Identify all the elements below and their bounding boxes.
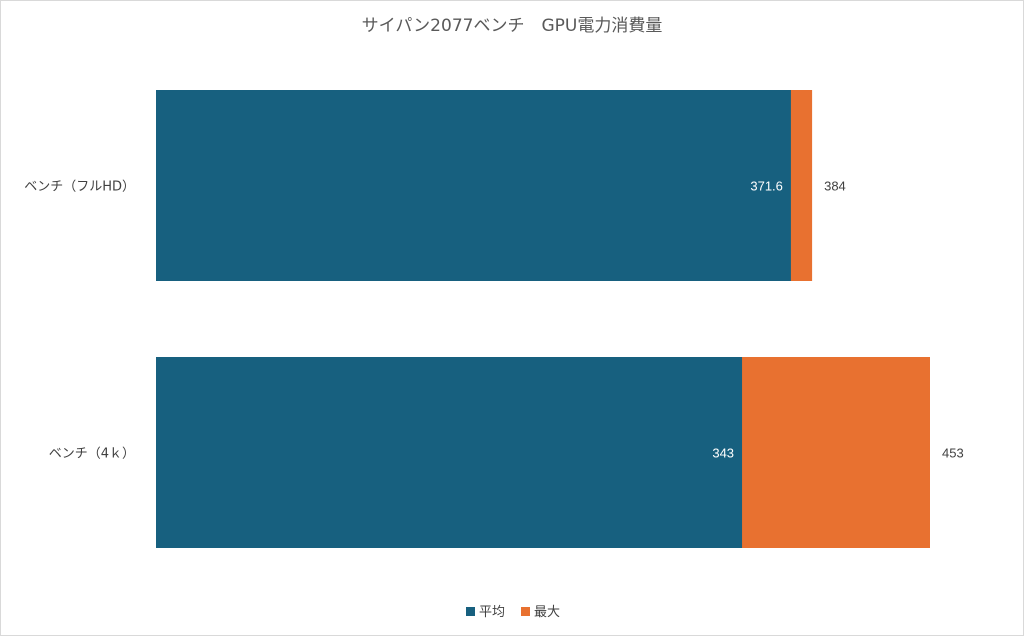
bar-average <box>156 90 791 281</box>
bar-average <box>156 357 743 548</box>
chart-title: サイパン2077ベンチ GPU電力消費量 <box>362 16 663 36</box>
legend-swatch-average <box>466 607 475 616</box>
category-label: ベンチ（フルHD） <box>24 180 135 195</box>
category-label: ベンチ（4ｋ） <box>49 447 135 462</box>
data-label-average: 343 <box>712 446 734 461</box>
legend-label-max: 最大 <box>534 605 560 620</box>
plot-area: ベンチ（フルHD） 371.6 384 ベンチ（4ｋ） 343 453 <box>24 90 964 548</box>
legend: 平均 最大 <box>466 605 560 620</box>
legend-swatch-max <box>521 607 530 616</box>
legend-label-average: 平均 <box>479 605 505 620</box>
data-label-average: 371.6 <box>750 179 783 194</box>
data-label-max: 384 <box>824 179 846 194</box>
data-label-max: 453 <box>942 446 964 461</box>
